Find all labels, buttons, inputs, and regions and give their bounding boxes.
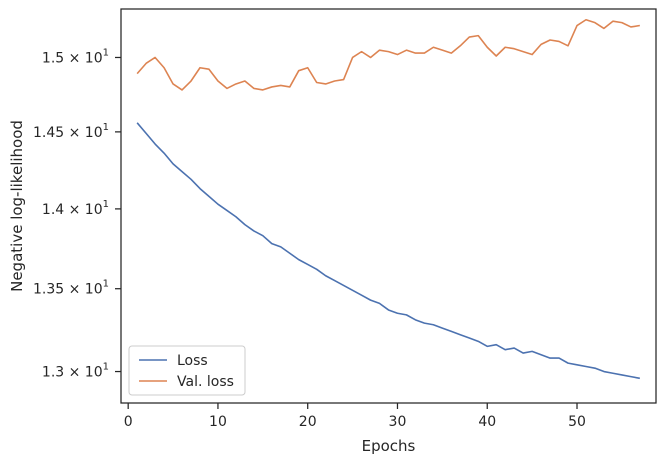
y-tick-label: 1.5 × 101 xyxy=(42,47,109,66)
x-tick-label: 50 xyxy=(568,414,586,430)
y-axis-label: Negative log-likelihood xyxy=(8,120,26,292)
legend-label-0: Loss xyxy=(177,353,208,369)
plot-frame xyxy=(120,8,657,404)
legend-box xyxy=(128,345,246,396)
x-tick-label: 40 xyxy=(478,414,496,430)
y-axis: 1.3 × 101 1.35 × 101 1.4 × 101 1.45 × 101 1.… xyxy=(33,47,121,381)
x-tick-label: 20 xyxy=(299,414,317,430)
y-tick-label: 1.4 × 101 xyxy=(42,199,109,218)
x-tick-label: 30 xyxy=(389,414,407,430)
legend: Loss Val. loss xyxy=(128,345,246,396)
series-line-1 xyxy=(136,18,640,91)
x-axis-label: Epochs xyxy=(362,437,416,455)
y-tick-label: 1.3 × 101 xyxy=(42,362,109,381)
series-layer xyxy=(136,18,640,380)
series-line-0 xyxy=(136,122,640,380)
legend-label-1: Val. loss xyxy=(177,374,234,390)
y-tick-label: 1.35 × 101 xyxy=(33,279,109,298)
x-tick-label: 0 xyxy=(124,414,133,430)
x-tick-label: 10 xyxy=(209,414,227,430)
x-axis: 0 10 20 30 40 50 xyxy=(124,403,586,430)
y-tick-label: 1.45 × 101 xyxy=(33,122,109,141)
